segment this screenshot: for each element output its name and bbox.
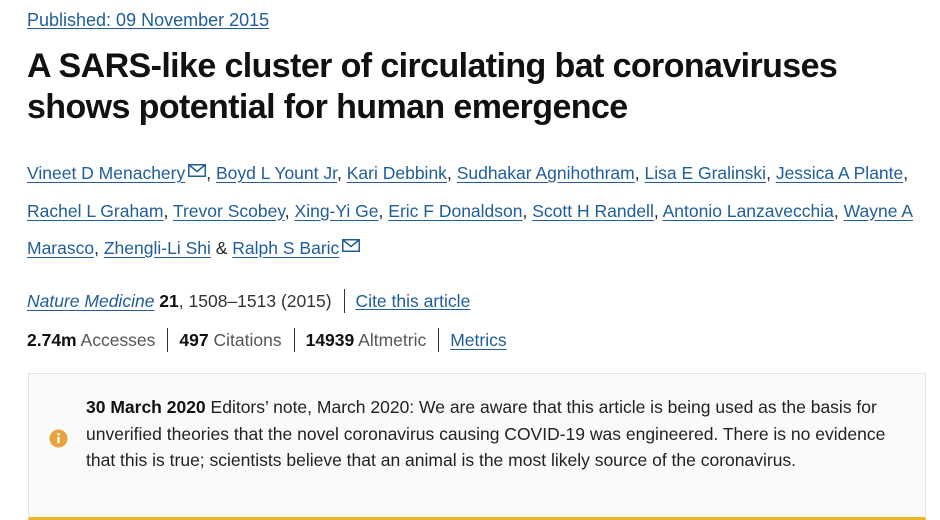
cite-article-link[interactable]: Cite this article bbox=[355, 291, 471, 311]
author-separator: , bbox=[653, 200, 659, 221]
accesses-label: Accesses bbox=[80, 330, 156, 350]
accesses-count: 2.74m bbox=[27, 330, 77, 350]
author-list: Vineet D Menachery, Boyd L Yount Jr, Kar… bbox=[27, 155, 917, 268]
author-separator: , bbox=[833, 200, 839, 221]
author-separator: , bbox=[206, 163, 212, 183]
envelope-icon[interactable] bbox=[188, 164, 207, 177]
author-separator: , bbox=[163, 200, 169, 221]
author-separator: , bbox=[446, 163, 452, 183]
editors-note-body: Editors’ note, March 2020: We are aware … bbox=[86, 397, 886, 470]
envelope-icon[interactable] bbox=[342, 239, 361, 252]
author-link[interactable]: Scott H Randell bbox=[532, 200, 654, 221]
author-ampersand: & bbox=[215, 238, 228, 258]
author-link[interactable]: Kari Debbink bbox=[346, 163, 447, 183]
citations-label: Citations bbox=[213, 330, 282, 350]
editors-note-box: 30 March 2020 Editors’ note, March 2020:… bbox=[28, 373, 926, 520]
article-title: A SARS-like cluster of circulating bat c… bbox=[27, 47, 838, 126]
author-link[interactable]: Sudhakar Agnihothram bbox=[456, 163, 635, 183]
altmetric-score: 14939 bbox=[305, 330, 355, 350]
divider bbox=[293, 328, 295, 352]
author-link[interactable]: Antonio Lanzavecchia bbox=[662, 200, 834, 221]
author-link[interactable]: Wayne A Marasco bbox=[27, 200, 913, 259]
pages-year: , 1508–1513 (2015) bbox=[178, 291, 332, 311]
author-separator: , bbox=[284, 200, 290, 221]
author-link[interactable]: Jessica A Plante bbox=[775, 163, 904, 183]
article-metrics: 2.74m Accesses 497 Citations 14939 Altmetr… bbox=[27, 328, 507, 352]
author-separator: , bbox=[378, 200, 384, 221]
author-separator: , bbox=[336, 163, 342, 183]
author-separator: , bbox=[94, 238, 99, 258]
author-link[interactable]: Lisa E Gralinski bbox=[644, 163, 767, 183]
author-link[interactable]: Xing-Yi Ge bbox=[294, 200, 379, 221]
author-link[interactable]: Trevor Scobey bbox=[172, 200, 285, 221]
citations-count: 497 bbox=[179, 330, 209, 350]
metrics-link[interactable]: Metrics bbox=[450, 330, 507, 350]
author-link[interactable]: Eric F Donaldson bbox=[388, 200, 523, 221]
editors-note-date: 30 March 2020 bbox=[86, 397, 206, 417]
citation-line: Nature Medicine 21, 1508–1513 (2015) Cite… bbox=[27, 289, 470, 313]
divider bbox=[438, 328, 440, 352]
divider bbox=[167, 328, 169, 352]
author-separator: , bbox=[634, 163, 640, 183]
altmetric-label: Altmetric bbox=[358, 330, 427, 350]
journal-link[interactable]: Nature Medicine bbox=[27, 291, 155, 311]
author-link[interactable]: Boyd L Yount Jr bbox=[216, 163, 337, 183]
author-link[interactable]: Ralph S Baric bbox=[232, 238, 340, 258]
info-icon bbox=[49, 429, 68, 448]
volume-number: 21 bbox=[159, 291, 179, 311]
author-link[interactable]: Zhengli-Li Shi bbox=[103, 238, 211, 258]
author-link[interactable]: Vineet D Menachery bbox=[27, 163, 186, 183]
author-link[interactable]: Rachel L Graham bbox=[27, 200, 164, 221]
editors-note-text: 30 March 2020 Editors’ note, March 2020:… bbox=[86, 394, 912, 474]
divider bbox=[343, 289, 345, 313]
author-separator: , bbox=[766, 163, 771, 183]
published-date-link[interactable]: Published: 09 November 2015 bbox=[27, 10, 270, 30]
author-separator: , bbox=[522, 200, 528, 221]
author-separator: , bbox=[903, 163, 909, 183]
